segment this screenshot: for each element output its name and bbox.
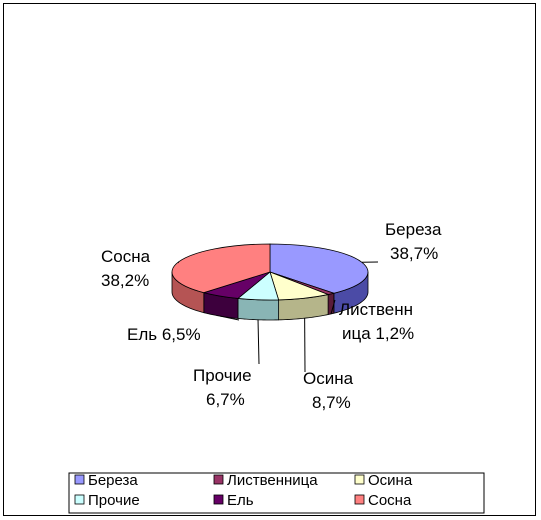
label-leaders [177,261,379,373]
legend-swatch [354,494,365,505]
label-prochie-value: 6,7% [206,390,245,409]
slice-side-1 [327,292,335,316]
label-sosna-value: 38,2% [101,271,149,290]
leader-line-4 [219,315,240,321]
legend-swatch [74,474,85,485]
label-el-name: Ель 6,5% [127,325,201,344]
legend-item: Ель [213,492,254,509]
leader-line-5 [177,261,180,264]
label-osina-name: Осина [303,369,354,388]
slice-Береза [269,243,369,294]
legend-swatch [74,494,85,505]
legend-label: Береза [88,472,138,489]
label-prochie-name: Прочие [193,366,252,385]
legend: Береза Лиственница Осина Прочие Ель Сосна [68,472,485,514]
label-osina-value: 8,7% [312,393,351,412]
label-bereza-value: 38,7% [390,244,438,263]
slice-Сосна [171,243,271,294]
label-sosna-name: Сосна [101,247,151,266]
legend-label: Осина [368,472,413,489]
legend-label: Прочие [88,492,140,509]
legend-label: Сосна [368,492,412,509]
legend-item: Прочие [74,492,140,509]
label-listvennica-name: Лиственн [339,300,413,319]
legend-swatch [213,474,224,485]
legend-item: Сосна [354,492,412,509]
leader-line-3 [257,319,260,365]
legend-label: Ель [227,492,254,509]
legend-item: Береза [74,472,138,489]
legend-box [68,472,485,514]
slice-side-3 [237,298,280,321]
label-listvennica-value: ица 1,2% [342,324,414,343]
legend-item: Лиственница [213,472,318,489]
chart-frame [3,3,536,516]
leader-line-1 [330,299,336,315]
legend-swatch [213,494,224,505]
label-bereza-name: Береза [385,220,442,239]
legend-item: Осина [354,472,413,489]
legend-items: Береза Лиственница Осина Прочие Ель Сосна [74,472,413,509]
pie-slices [171,243,369,301]
legend-label: Лиственница [227,472,318,489]
legend-swatch [354,474,365,485]
